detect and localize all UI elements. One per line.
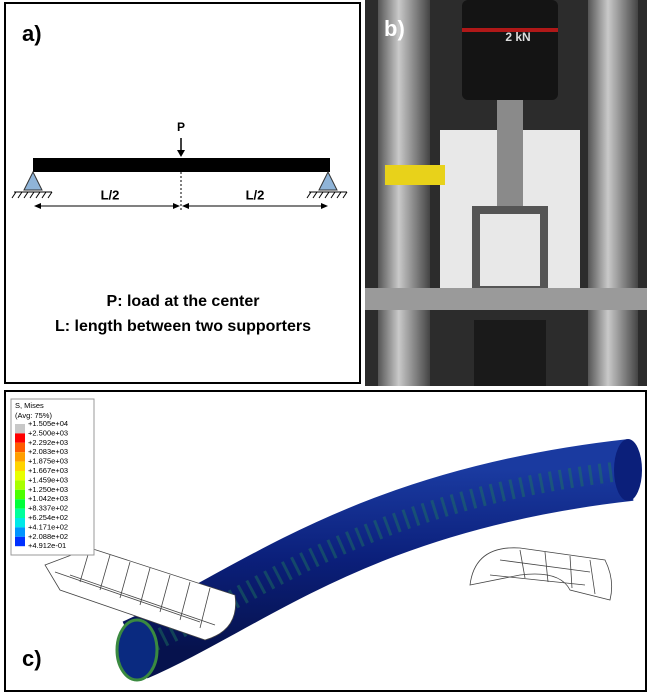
legend-label: +2.500e+03 xyxy=(28,428,68,437)
legend-swatch xyxy=(15,424,25,433)
load-cell-label: 2 kN xyxy=(505,30,530,44)
legend-label: +1.667e+03 xyxy=(28,466,68,475)
legend-swatch xyxy=(15,462,25,471)
legend-label: +1.042e+03 xyxy=(28,494,68,503)
legend-label: +1.250e+03 xyxy=(28,485,68,494)
fixture-bar xyxy=(365,288,647,310)
legend-swatch xyxy=(15,452,25,461)
load-label: P xyxy=(177,120,185,134)
legend-swatch xyxy=(15,443,25,452)
legend-label: +1.505e+04 xyxy=(28,419,68,428)
load-cell xyxy=(462,0,558,100)
column xyxy=(588,0,638,386)
panel-a: a) P L/2 L/2 P: load at the center L: le… xyxy=(5,3,360,383)
panel-label: a) xyxy=(22,21,42,46)
legend-label: +1.875e+03 xyxy=(28,457,68,466)
base-cylinder xyxy=(474,320,546,386)
panel-b: 2 kN b) xyxy=(365,0,647,386)
legend-swatch xyxy=(15,490,25,499)
legend: +1.505e+04+2.500e+03+2.292e+03+2.083e+03… xyxy=(15,419,68,550)
legend-swatch xyxy=(15,527,25,536)
legend-swatch xyxy=(15,480,25,489)
beam xyxy=(33,158,330,172)
legend-label: +2.083e+03 xyxy=(28,447,68,456)
caption: L: length between two supporters xyxy=(55,318,311,335)
legend-title: S, Mises xyxy=(15,401,44,410)
legend-swatch xyxy=(15,518,25,527)
legend-swatch xyxy=(15,471,25,480)
legend-label: +2.088e+02 xyxy=(28,532,68,541)
legend-label: +4.171e+02 xyxy=(28,522,68,531)
panel-label: b) xyxy=(384,16,405,41)
dimension-label: L/2 xyxy=(101,187,120,202)
legend-swatch xyxy=(15,433,25,442)
caption: P: load at the center xyxy=(107,293,260,310)
panel-label: c) xyxy=(22,646,42,671)
legend-label: +8.337e+02 xyxy=(28,504,68,513)
legend-label: +1.459e+03 xyxy=(28,475,68,484)
tube-end xyxy=(117,620,157,680)
loading-nose xyxy=(497,100,523,210)
tube-end xyxy=(614,439,642,501)
legend-label: +2.292e+03 xyxy=(28,438,68,447)
panel-c: S, Mises (Avg: 75%) +1.505e+04+2.500e+03… xyxy=(5,391,646,691)
figure: a) P L/2 L/2 P: load at the center L: le… xyxy=(0,0,649,695)
column xyxy=(378,0,430,386)
clamp xyxy=(385,165,445,185)
legend-label: +4.912e-01 xyxy=(28,541,66,550)
legend-swatch xyxy=(15,509,25,518)
legend-swatch xyxy=(15,499,25,508)
legend-swatch xyxy=(15,537,25,546)
legend-label: +6.254e+02 xyxy=(28,513,68,522)
dimension-label: L/2 xyxy=(246,187,265,202)
